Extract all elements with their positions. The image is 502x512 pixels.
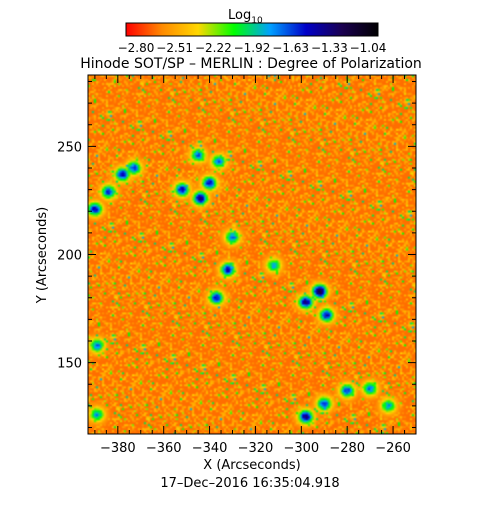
y-axis-label: Y (Arcseconds) — [35, 207, 50, 304]
x-axis: −380 −360 −340 −320 −300 −280 −260 — [94, 75, 417, 456]
x-tick-label: −300 — [283, 441, 319, 456]
colorbar-tick-label: −1.04 — [350, 41, 387, 55]
x-tick-label: −320 — [238, 441, 274, 456]
colorbar-tick-label: −1.63 — [272, 41, 309, 55]
x-axis-label: X (Arcseconds) — [203, 458, 300, 473]
timestamp: 17–Dec–2016 16:35:04.918 — [160, 476, 339, 491]
y-tick-label: 150 — [57, 357, 82, 372]
x-tick-label: −260 — [375, 441, 411, 456]
colorbar — [125, 22, 379, 37]
colorbar-tick-label: −1.92 — [234, 41, 271, 55]
x-tick-label: −360 — [146, 441, 182, 456]
colorbar-tick-label: −2.22 — [195, 41, 232, 55]
colorbar-tick-label: −2.51 — [156, 41, 193, 55]
heatmap-raster — [88, 75, 416, 434]
colorbar-label: Log10 — [228, 8, 263, 26]
colorbar-tick-label: −1.33 — [311, 41, 348, 55]
colorbar-tick-label: −2.80 — [118, 41, 155, 55]
colorbar-ticks: −2.80 −2.51 −2.22 −1.92 −1.63 −1.33 −1.04 — [118, 41, 387, 55]
y-tick-label: 250 — [57, 140, 82, 155]
x-tick-label: −280 — [329, 441, 365, 456]
chart-title: Hinode SOT/SP – MERLIN : Degree of Polar… — [80, 56, 422, 72]
y-axis: 150 200 250 — [57, 80, 416, 429]
y-tick-label: 200 — [57, 249, 82, 264]
x-tick-label: −340 — [192, 441, 228, 456]
heatmap-image — [88, 75, 416, 434]
x-tick-label: −380 — [100, 441, 136, 456]
